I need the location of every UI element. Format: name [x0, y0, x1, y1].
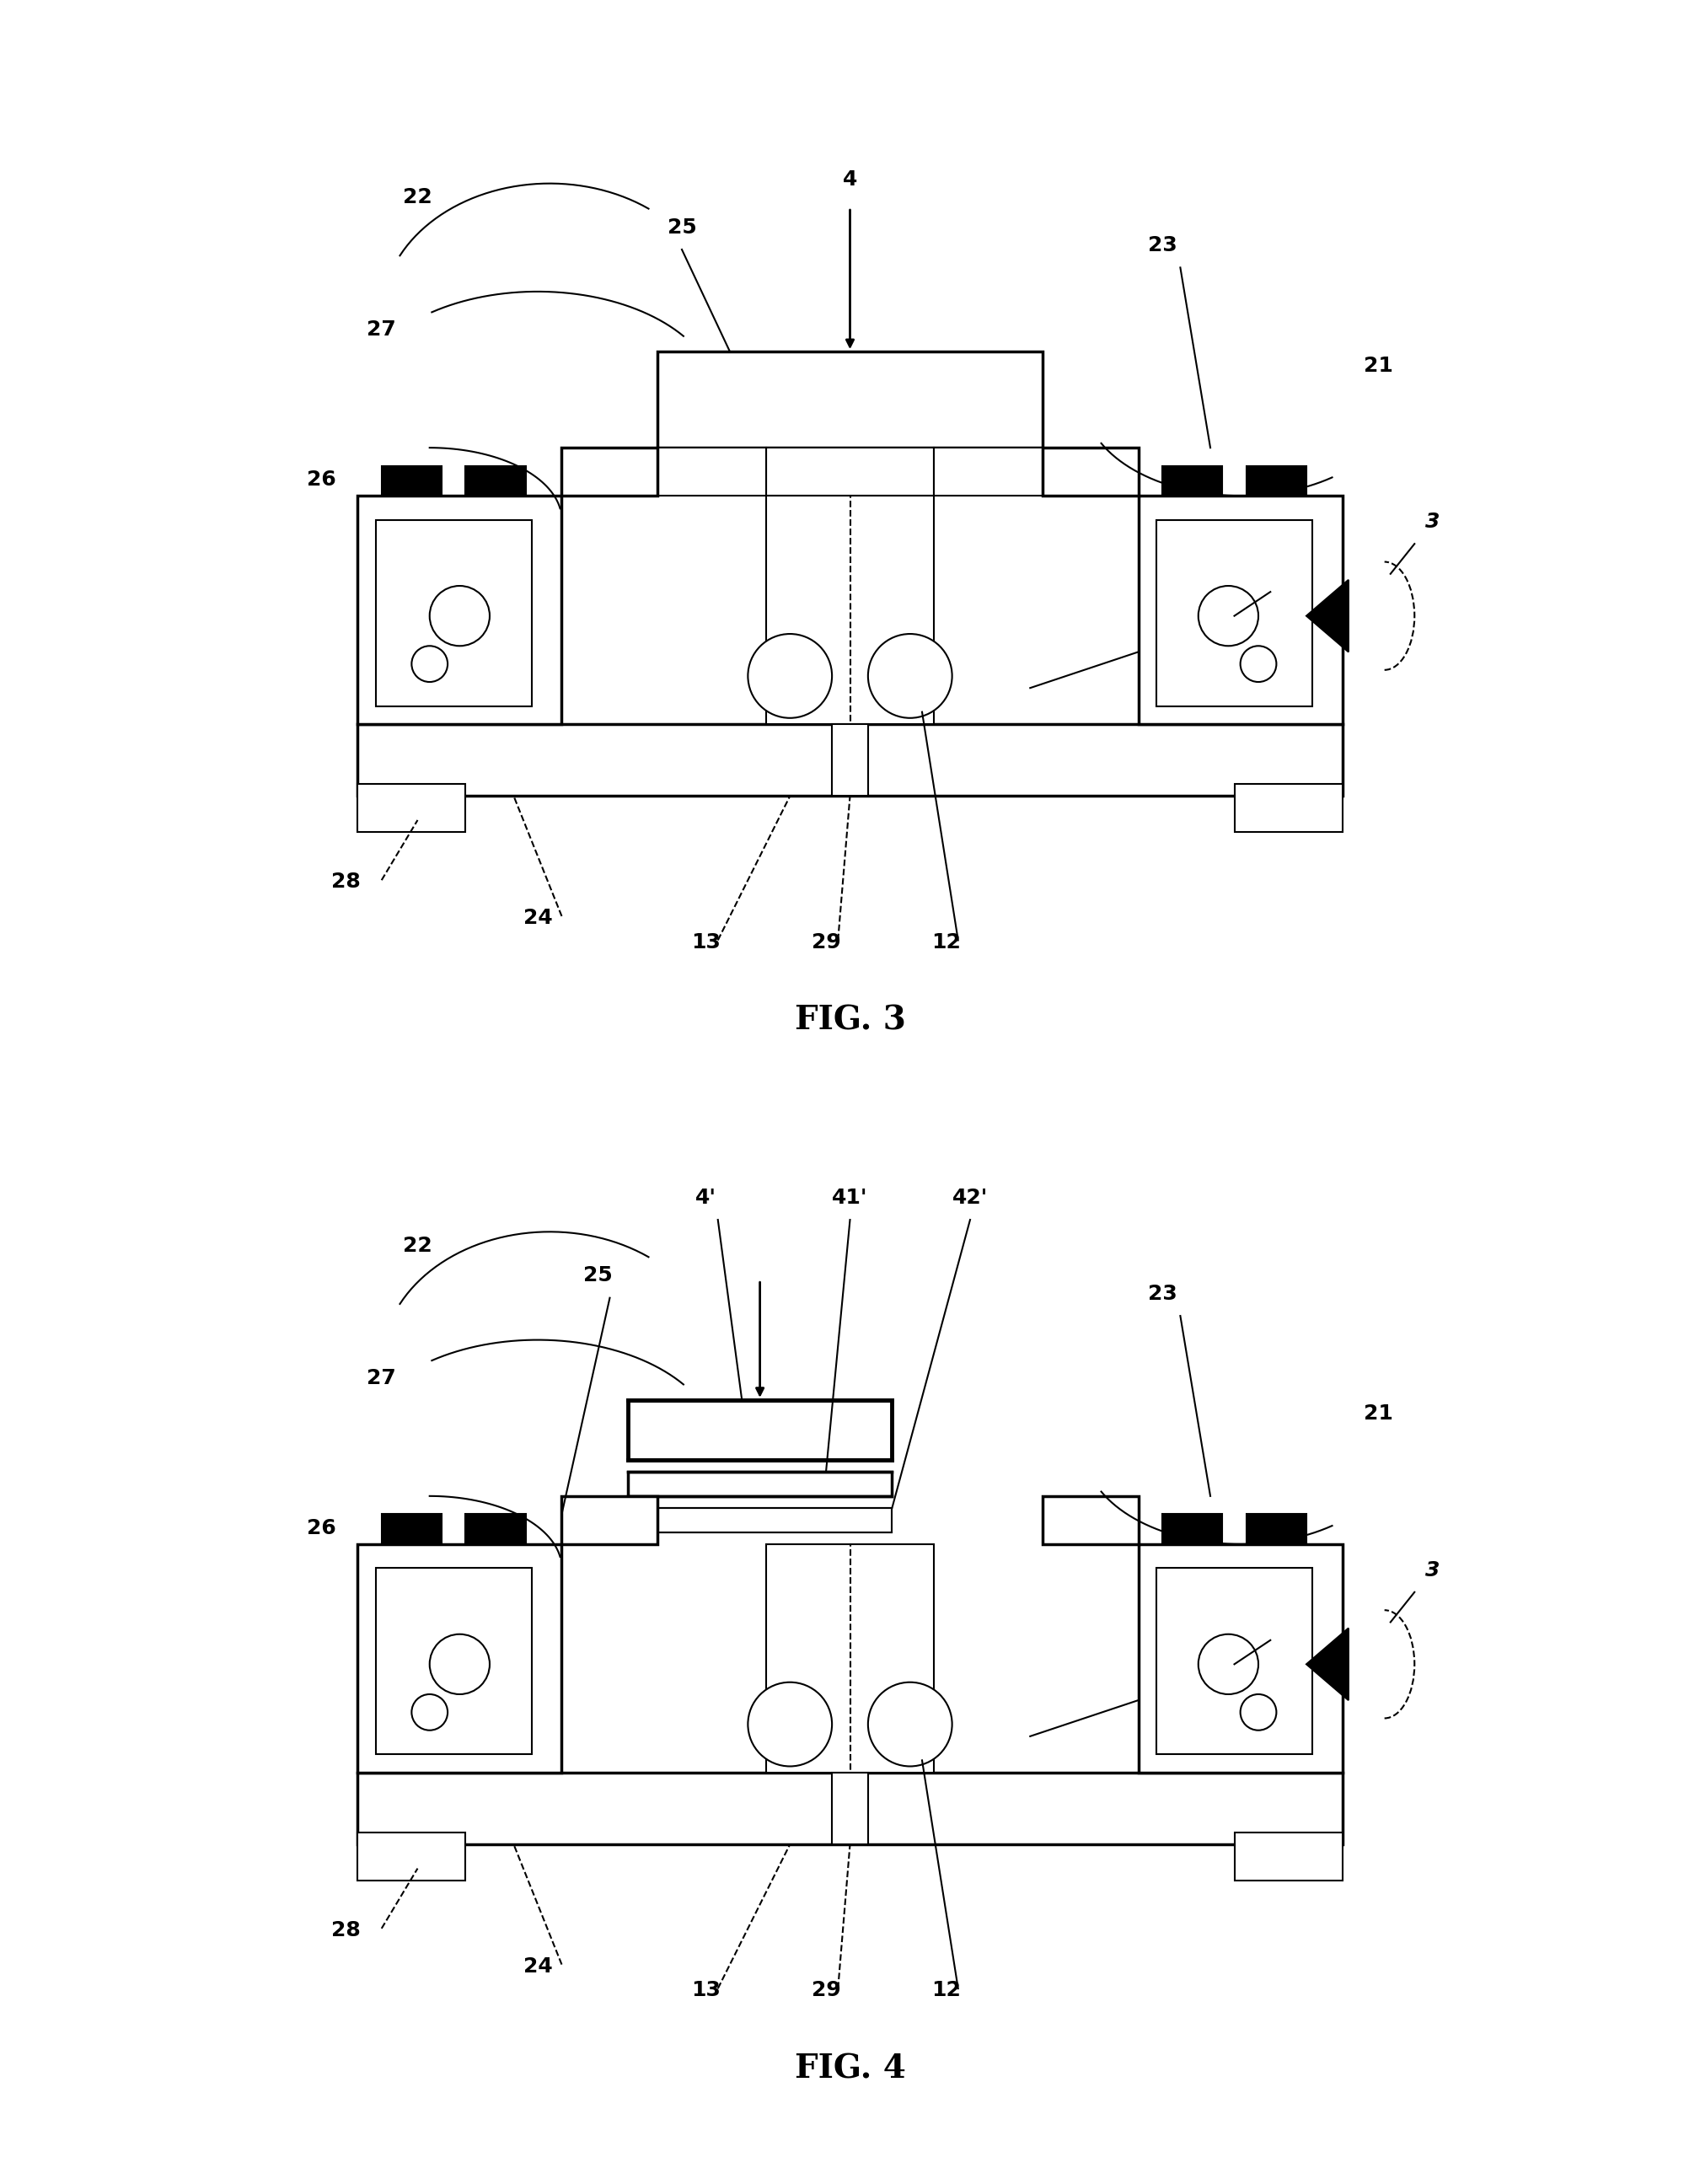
Circle shape [869, 633, 952, 719]
Bar [767, 1544, 933, 1773]
Text: 24: 24 [524, 1957, 552, 1977]
Text: 25: 25 [583, 1265, 612, 1286]
Bar [1139, 1544, 1343, 1773]
Text: 27: 27 [367, 319, 396, 339]
Bar [357, 496, 561, 725]
Bar [561, 1496, 658, 1544]
Text: 24: 24 [524, 909, 552, 928]
Circle shape [430, 585, 490, 646]
Bar [1234, 784, 1343, 832]
Bar [1156, 1568, 1312, 1754]
Circle shape [411, 646, 447, 681]
Bar [1042, 1496, 1139, 1544]
Bar [767, 448, 933, 496]
Text: 41': 41' [831, 1188, 869, 1208]
Bar [658, 448, 767, 496]
Text: FIG. 4: FIG. 4 [794, 2053, 906, 2084]
Bar [376, 520, 532, 705]
Text: 12: 12 [932, 933, 960, 952]
Text: 11: 11 [1268, 1607, 1297, 1629]
Text: 13: 13 [692, 1981, 721, 2001]
Bar [357, 725, 1343, 795]
Bar [381, 465, 442, 496]
Circle shape [430, 1634, 490, 1695]
Text: 4: 4 [843, 168, 857, 190]
Circle shape [869, 1682, 952, 1767]
Polygon shape [1306, 1629, 1348, 1699]
Bar [357, 1544, 561, 1773]
Circle shape [1241, 1695, 1277, 1730]
Bar [381, 1514, 442, 1544]
Bar [357, 1832, 466, 1880]
Text: 28: 28 [332, 1920, 360, 1939]
Bar [933, 448, 1042, 496]
Bar [1042, 448, 1139, 496]
Circle shape [411, 1695, 447, 1730]
Bar [831, 1773, 869, 1843]
Circle shape [1241, 646, 1277, 681]
Bar [466, 1514, 525, 1544]
Text: 13: 13 [692, 933, 721, 952]
Bar [831, 725, 869, 795]
Bar [1234, 1832, 1343, 1880]
Bar [1246, 1514, 1306, 1544]
Text: 26: 26 [308, 1518, 337, 1538]
Bar [1246, 465, 1306, 496]
Bar [627, 1507, 893, 1533]
Bar [1156, 520, 1312, 705]
Text: 29: 29 [811, 1981, 840, 2001]
Text: 11: 11 [1268, 559, 1297, 579]
Text: 27: 27 [367, 1367, 396, 1389]
Bar [658, 352, 1042, 448]
Text: 22: 22 [403, 188, 432, 207]
Bar [1163, 465, 1222, 496]
Text: 3: 3 [1425, 1559, 1440, 1581]
Bar [1139, 496, 1343, 725]
Circle shape [748, 1682, 831, 1767]
Circle shape [1198, 1634, 1258, 1695]
Bar [627, 1400, 893, 1459]
Text: 21: 21 [1363, 356, 1394, 376]
Text: 21: 21 [1363, 1404, 1394, 1424]
Text: 26: 26 [308, 470, 337, 489]
Bar [767, 496, 933, 725]
Text: 28: 28 [332, 871, 360, 891]
Bar [627, 1472, 893, 1496]
Text: 23: 23 [1148, 1284, 1176, 1304]
Polygon shape [1306, 579, 1348, 651]
Text: 4': 4' [695, 1188, 716, 1208]
Circle shape [1198, 585, 1258, 646]
Circle shape [748, 633, 831, 719]
Text: 22: 22 [403, 1236, 432, 1256]
Text: 25: 25 [666, 216, 697, 238]
Bar [561, 448, 658, 496]
Text: FIG. 3: FIG. 3 [794, 1005, 906, 1035]
Bar [357, 784, 466, 832]
Bar [1163, 1514, 1222, 1544]
Bar [357, 1773, 1343, 1843]
Text: 3: 3 [1425, 511, 1440, 531]
Text: 29: 29 [811, 933, 840, 952]
Text: 42': 42' [952, 1188, 988, 1208]
Text: 12: 12 [932, 1981, 960, 2001]
Text: 23: 23 [1148, 236, 1176, 256]
Bar [466, 465, 525, 496]
Bar [376, 1568, 532, 1754]
